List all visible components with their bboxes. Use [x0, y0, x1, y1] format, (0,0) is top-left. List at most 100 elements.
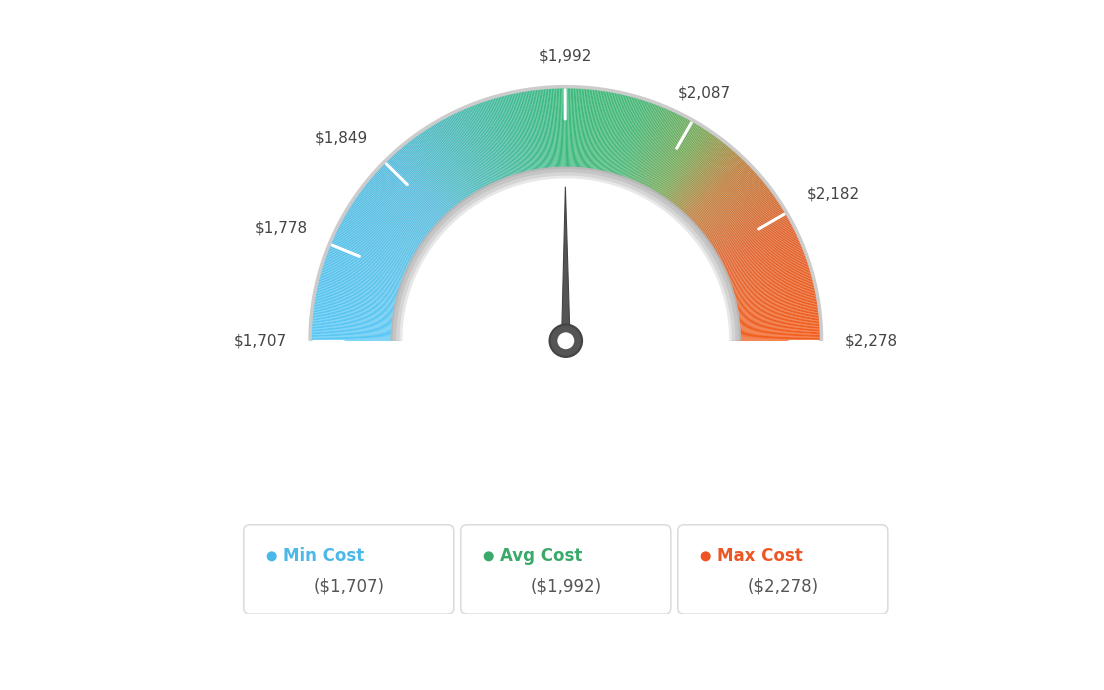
- Wedge shape: [399, 147, 460, 218]
- Wedge shape: [646, 119, 693, 201]
- Wedge shape: [594, 90, 612, 181]
- Wedge shape: [425, 128, 477, 206]
- Text: $1,778: $1,778: [255, 220, 308, 235]
- Wedge shape: [376, 169, 446, 233]
- Wedge shape: [720, 256, 807, 288]
- Wedge shape: [683, 164, 751, 229]
- Wedge shape: [336, 228, 420, 270]
- Wedge shape: [662, 136, 719, 211]
- Wedge shape: [627, 105, 662, 191]
- Wedge shape: [649, 122, 698, 202]
- Wedge shape: [329, 244, 415, 280]
- Wedge shape: [659, 132, 713, 209]
- Wedge shape: [658, 132, 712, 208]
- Wedge shape: [615, 99, 645, 187]
- Wedge shape: [510, 92, 531, 183]
- Wedge shape: [728, 315, 820, 326]
- Wedge shape: [418, 132, 473, 209]
- Wedge shape: [683, 166, 752, 230]
- Wedge shape: [316, 288, 406, 308]
- Wedge shape: [374, 172, 445, 234]
- Wedge shape: [471, 104, 507, 190]
- Wedge shape: [414, 135, 470, 210]
- Wedge shape: [636, 112, 678, 195]
- Wedge shape: [580, 88, 590, 180]
- Wedge shape: [681, 161, 747, 227]
- Wedge shape: [577, 87, 585, 179]
- Wedge shape: [710, 221, 793, 266]
- Wedge shape: [396, 149, 459, 219]
- Wedge shape: [723, 275, 814, 299]
- Wedge shape: [623, 103, 657, 190]
- Wedge shape: [634, 110, 675, 195]
- Wedge shape: [507, 93, 529, 184]
- Wedge shape: [626, 104, 661, 190]
- Text: ($1,707): ($1,707): [314, 578, 384, 595]
- Wedge shape: [403, 144, 463, 216]
- Wedge shape: [704, 208, 785, 257]
- Wedge shape: [728, 318, 820, 328]
- Wedge shape: [449, 114, 492, 197]
- Wedge shape: [369, 177, 442, 237]
- Wedge shape: [476, 102, 510, 189]
- Wedge shape: [350, 204, 429, 254]
- Wedge shape: [488, 98, 518, 187]
- Wedge shape: [718, 248, 805, 283]
- Wedge shape: [363, 184, 438, 242]
- Wedge shape: [560, 87, 563, 179]
- Wedge shape: [511, 92, 532, 183]
- Wedge shape: [344, 213, 425, 260]
- Wedge shape: [475, 103, 509, 190]
- Wedge shape: [490, 98, 519, 186]
- Wedge shape: [564, 87, 566, 179]
- Wedge shape: [332, 235, 417, 275]
- Wedge shape: [484, 99, 514, 188]
- Wedge shape: [669, 145, 730, 217]
- Wedge shape: [588, 89, 603, 181]
- Wedge shape: [337, 227, 421, 269]
- Wedge shape: [348, 207, 427, 257]
- Wedge shape: [328, 246, 415, 282]
- Wedge shape: [684, 167, 753, 230]
- Text: ($1,992): ($1,992): [530, 578, 602, 595]
- Wedge shape: [344, 211, 426, 259]
- Wedge shape: [314, 298, 405, 315]
- Wedge shape: [524, 90, 540, 181]
- Wedge shape: [728, 317, 820, 326]
- Wedge shape: [532, 88, 545, 181]
- Wedge shape: [576, 87, 583, 179]
- Wedge shape: [652, 126, 704, 205]
- Wedge shape: [599, 92, 620, 183]
- Wedge shape: [686, 168, 754, 232]
- Wedge shape: [583, 88, 595, 180]
- Wedge shape: [725, 290, 817, 309]
- Wedge shape: [660, 133, 714, 209]
- Wedge shape: [637, 112, 679, 196]
- Wedge shape: [311, 310, 404, 322]
- Wedge shape: [700, 197, 777, 250]
- Wedge shape: [692, 181, 766, 240]
- Wedge shape: [586, 88, 599, 181]
- Wedge shape: [607, 95, 633, 185]
- Wedge shape: [725, 292, 817, 310]
- Wedge shape: [677, 155, 742, 224]
- Wedge shape: [442, 118, 487, 199]
- Wedge shape: [714, 237, 800, 275]
- Circle shape: [701, 551, 711, 562]
- Wedge shape: [365, 181, 439, 240]
- Wedge shape: [540, 88, 551, 180]
- Wedge shape: [333, 233, 418, 273]
- Wedge shape: [729, 339, 821, 341]
- Wedge shape: [729, 326, 821, 333]
- Wedge shape: [728, 307, 819, 320]
- Wedge shape: [724, 279, 815, 302]
- Wedge shape: [383, 162, 450, 228]
- Wedge shape: [575, 87, 582, 179]
- Wedge shape: [716, 243, 803, 279]
- Wedge shape: [718, 247, 804, 282]
- Wedge shape: [431, 124, 480, 204]
- Wedge shape: [452, 113, 493, 196]
- Wedge shape: [716, 246, 804, 282]
- Wedge shape: [379, 167, 447, 230]
- Wedge shape: [422, 130, 475, 207]
